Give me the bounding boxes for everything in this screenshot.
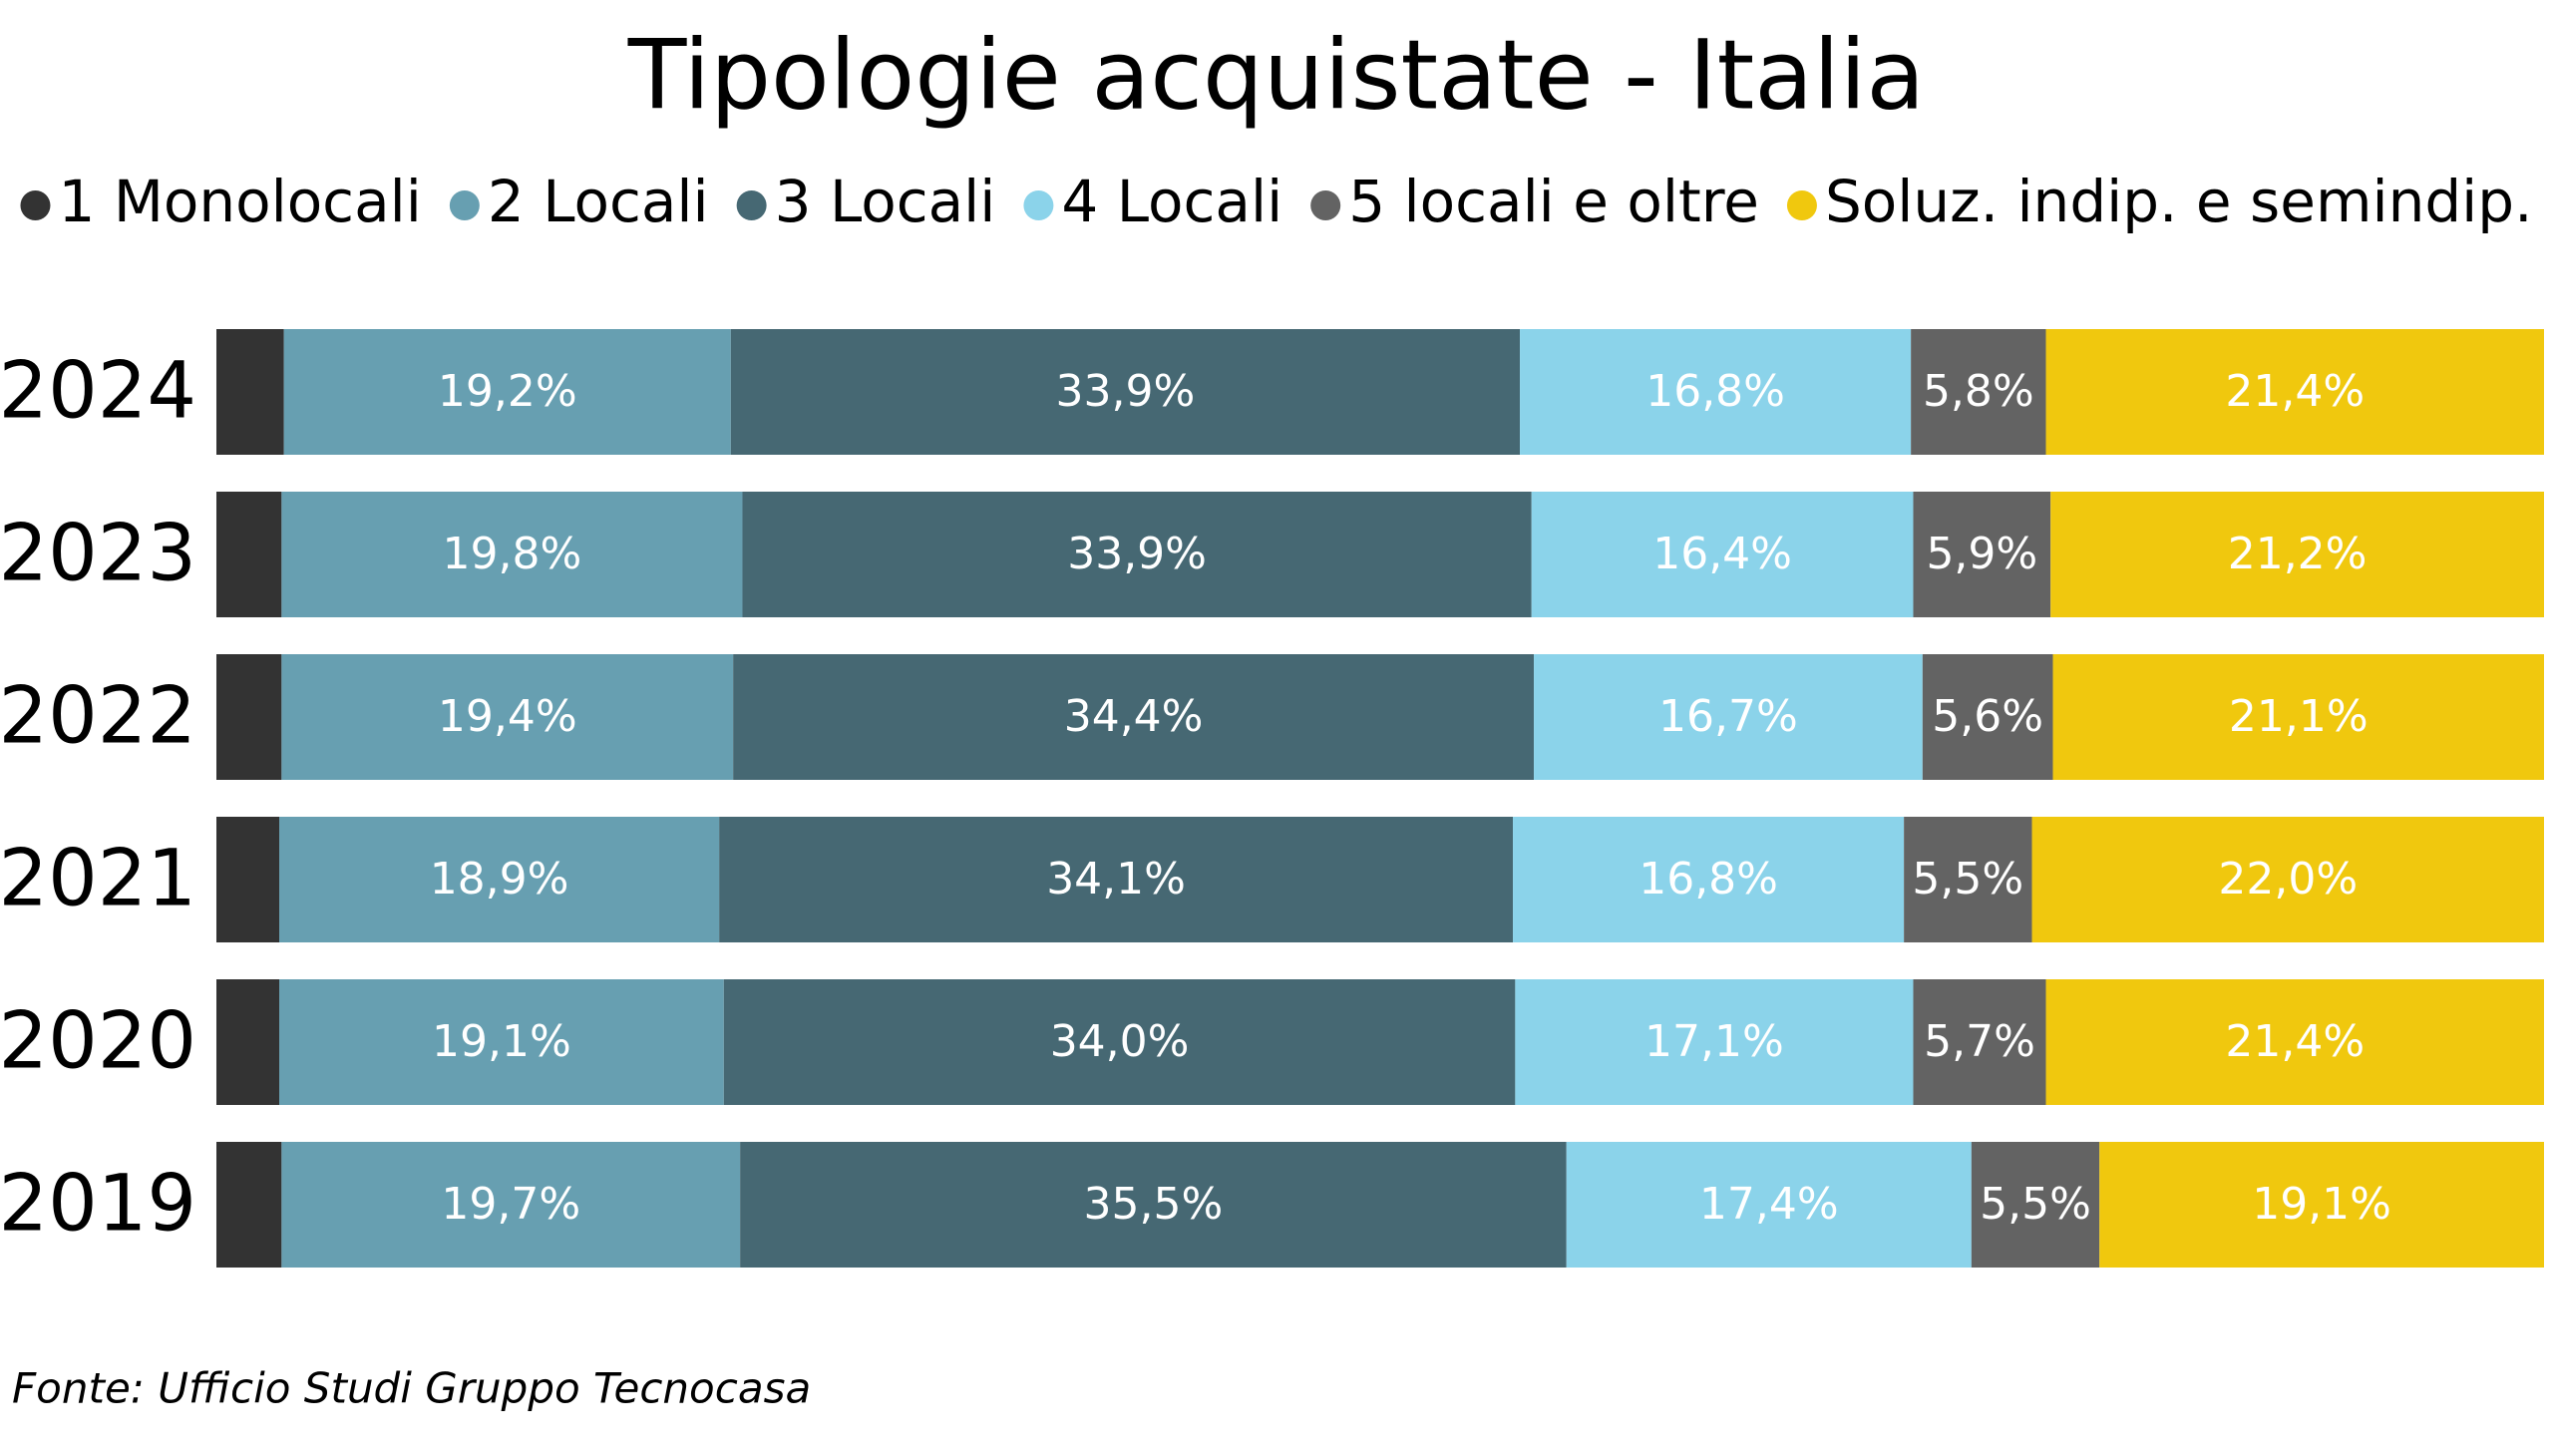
bar-segment — [216, 654, 282, 780]
bar-segment — [216, 492, 282, 617]
bar-segment — [216, 1142, 282, 1268]
y-tick-label: 2023 — [0, 509, 196, 598]
data-label: 16,8% — [1645, 366, 1785, 417]
data-label: 35,5% — [1084, 1179, 1224, 1230]
bar-segment — [1566, 1142, 1972, 1268]
bar-segment — [216, 817, 280, 942]
bar-segment — [279, 817, 720, 942]
bar-segment — [216, 979, 280, 1105]
bar-segment — [2050, 492, 2544, 617]
data-label: 19,7% — [441, 1179, 580, 1230]
bar-segment — [742, 492, 1532, 617]
data-label: 5,8% — [1923, 366, 2034, 417]
y-tick-label: 2020 — [0, 996, 196, 1086]
data-label: 17,4% — [1699, 1179, 1839, 1230]
bar-segment — [1913, 492, 2051, 617]
bar-segment — [1520, 329, 1912, 455]
legend-label: Soluz. indip. e semindip. — [1825, 168, 2533, 235]
bar-segment — [733, 654, 1535, 780]
data-label: 16,7% — [1658, 691, 1798, 742]
bar-segment — [281, 1142, 741, 1268]
y-tick-label: 2021 — [0, 834, 196, 923]
data-label: 19,4% — [438, 691, 577, 742]
bar-segment — [723, 979, 1516, 1105]
data-label: 34,0% — [1050, 1016, 1190, 1067]
legend: 1 Monolocali 2 Locali 3 Locali 4 Locali 5 lo… — [20, 168, 2533, 235]
data-label: 21,4% — [2225, 366, 2365, 417]
legend-label: 1 Monolocali — [58, 168, 421, 235]
bar-segment — [2031, 817, 2544, 942]
legend-marker — [736, 190, 767, 220]
bar-segment — [1922, 654, 2053, 780]
data-label: 21,1% — [2229, 691, 2369, 742]
data-label: 21,2% — [2228, 529, 2368, 579]
data-label: 33,9% — [1056, 366, 1196, 417]
bar-segment — [2045, 329, 2544, 455]
chart-title: Tipologie acquistate - Italia — [627, 19, 1926, 131]
bar-segment — [281, 654, 734, 780]
data-label: 19,8% — [443, 529, 582, 579]
data-label: 5,7% — [1924, 1016, 2035, 1067]
data-label: 19,1% — [432, 1016, 571, 1067]
y-tick-label: 2024 — [0, 346, 196, 436]
bar-segment — [281, 492, 743, 617]
legend-label: 3 Locali — [775, 168, 996, 235]
bar-segment — [1971, 1142, 2100, 1268]
data-label: 34,4% — [1064, 691, 1204, 742]
legend-marker — [449, 190, 480, 220]
legend-marker — [1023, 190, 1054, 220]
data-label: 5,6% — [1932, 691, 2043, 742]
data-label: 5,5% — [1912, 854, 2023, 905]
data-label: 19,1% — [2252, 1179, 2391, 1230]
bar-segment — [216, 329, 284, 455]
source-note: Fonte: Ufficio Studi Gruppo Tecnocasa — [12, 1364, 811, 1413]
bar-segment — [740, 1142, 1567, 1268]
bar-segment — [1904, 817, 2032, 942]
bar-segment — [283, 329, 731, 455]
data-label: 34,1% — [1046, 854, 1186, 905]
data-label: 33,9% — [1067, 529, 1207, 579]
data-label: 16,4% — [1652, 529, 1792, 579]
bar-segment — [2099, 1142, 2544, 1268]
bar-segment — [2052, 654, 2544, 780]
bar-segment — [719, 817, 1514, 942]
bar-segment — [1513, 817, 1905, 942]
y-tick-label: 2019 — [0, 1159, 196, 1249]
legend-label: 2 Locali — [488, 168, 709, 235]
bar-segment — [1913, 979, 2046, 1105]
data-label: 5,9% — [1926, 529, 2037, 579]
bar-segment — [730, 329, 1521, 455]
bar-segment — [1515, 979, 1914, 1105]
data-label: 17,1% — [1644, 1016, 1784, 1067]
legend-label: 4 Locali — [1061, 168, 1282, 235]
legend-marker — [20, 190, 51, 220]
legend-marker — [1786, 190, 1817, 220]
data-label: 19,2% — [438, 366, 577, 417]
legend-label: 5 locali e oltre — [1348, 168, 1759, 235]
data-label: 22,0% — [2218, 854, 2358, 905]
bar-segment — [2045, 979, 2544, 1105]
legend-marker — [1310, 190, 1341, 220]
bar-segment — [1534, 654, 1923, 780]
data-label: 18,9% — [430, 854, 569, 905]
bar-segment — [1911, 329, 2046, 455]
data-label: 21,4% — [2225, 1016, 2365, 1067]
y-tick-label: 2022 — [0, 671, 196, 761]
bar-segment — [1531, 492, 1914, 617]
data-label: 16,8% — [1639, 854, 1778, 905]
data-label: 5,5% — [1980, 1179, 2091, 1230]
bar-segment — [279, 979, 724, 1105]
